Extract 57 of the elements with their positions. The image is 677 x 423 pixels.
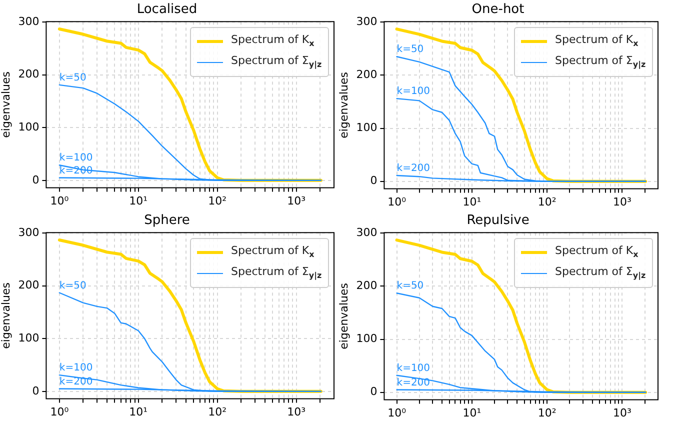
y-axis-title: eigenvalues bbox=[337, 282, 350, 350]
y-tick-label: 100 bbox=[18, 332, 40, 345]
legend-label: Spectrum of Σ$_{y|z}$ bbox=[555, 52, 646, 71]
y-axis-title: eigenvalues bbox=[0, 71, 12, 138]
x-tick-label: 10¹ bbox=[462, 406, 482, 420]
annotation: k=50 bbox=[396, 280, 424, 292]
x-tick-label: 10² bbox=[208, 194, 227, 208]
legend-label: Spectrum of Σ$_{y|z}$ bbox=[231, 264, 322, 282]
x-tick-label: 10⁰ bbox=[388, 406, 407, 420]
annotation: k=50 bbox=[59, 72, 86, 84]
y-tick-label: 300 bbox=[356, 226, 378, 239]
x-tick-label: 10¹ bbox=[462, 195, 482, 208]
legend-label: Spectrum of K$_{x}$ bbox=[555, 32, 638, 50]
annotation: k=200 bbox=[396, 163, 430, 174]
y-tick-label: 0 bbox=[370, 385, 378, 398]
x-tick-label: 10⁰ bbox=[50, 194, 70, 208]
y-tick-label: 300 bbox=[18, 226, 40, 239]
y-tick-label: 100 bbox=[356, 332, 378, 346]
x-tick-label: 10³ bbox=[612, 406, 632, 420]
chart-title: Sphere bbox=[144, 213, 190, 228]
y-tick-label: 300 bbox=[18, 14, 40, 28]
legend-label: Spectrum of Σ$_{y|z}$ bbox=[555, 264, 646, 282]
x-tick-label: 10⁰ bbox=[50, 405, 70, 418]
y-tick-label: 300 bbox=[356, 14, 378, 28]
x-tick-label: 10² bbox=[208, 405, 227, 418]
y-tick-label: 200 bbox=[18, 278, 40, 292]
y-axis-title: eigenvalues bbox=[0, 282, 12, 349]
legend-label: Spectrum of K$_{x}$ bbox=[231, 242, 314, 261]
y-tick-label: 200 bbox=[18, 68, 40, 81]
annotation: k=100 bbox=[59, 362, 93, 374]
chart-title: One-hot bbox=[472, 2, 524, 18]
annotation: k=100 bbox=[396, 86, 430, 98]
x-tick-label: 10² bbox=[538, 406, 556, 420]
y-tick-label: 100 bbox=[18, 120, 40, 134]
x-tick-label: 10³ bbox=[612, 195, 632, 208]
annotation: k=100 bbox=[396, 362, 430, 374]
chart-title: Localised bbox=[136, 2, 198, 18]
x-tick-label: 10³ bbox=[287, 405, 306, 418]
y-tick-label: 100 bbox=[356, 121, 378, 134]
y-tick-label: 0 bbox=[32, 173, 40, 186]
x-tick-label: 10¹ bbox=[129, 405, 148, 418]
y-tick-label: 0 bbox=[370, 174, 378, 188]
chart-title: Repulsive bbox=[466, 213, 530, 228]
x-tick-label: 10⁰ bbox=[388, 195, 407, 208]
y-axis-title: eigenvalues bbox=[337, 72, 350, 138]
x-tick-label: 10³ bbox=[287, 194, 306, 208]
annotation: k=50 bbox=[396, 44, 424, 56]
annotation: k=50 bbox=[59, 280, 86, 292]
y-tick-label: 200 bbox=[356, 279, 378, 292]
y-tick-label: 200 bbox=[356, 68, 378, 82]
y-tick-label: 0 bbox=[32, 384, 40, 398]
legend-label: Spectrum of K$_{x}$ bbox=[231, 32, 314, 50]
legend-label: Spectrum of Σ$_{y|z}$ bbox=[231, 52, 322, 71]
x-tick-label: 10² bbox=[538, 195, 556, 208]
legend-label: Spectrum of K$_{x}$ bbox=[555, 242, 638, 261]
x-tick-label: 10¹ bbox=[129, 194, 148, 208]
annotation: k=100 bbox=[59, 152, 93, 164]
